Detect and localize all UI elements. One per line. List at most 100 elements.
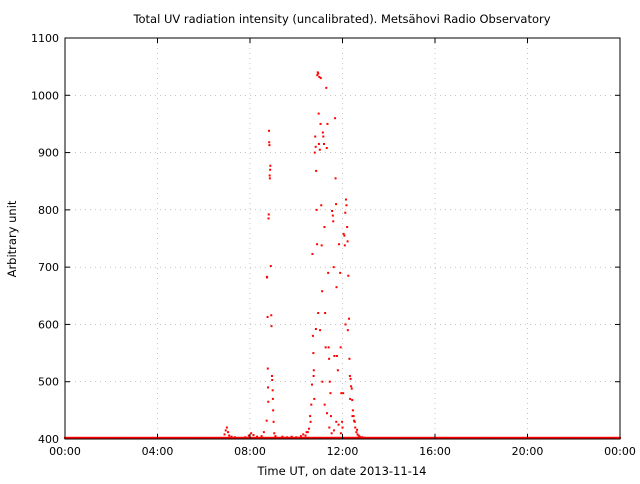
data-point	[603, 436, 606, 439]
data-point	[335, 436, 338, 439]
data-point	[591, 436, 594, 439]
data-point	[331, 214, 334, 217]
data-point	[592, 436, 595, 439]
data-point	[319, 122, 322, 125]
data-point	[556, 436, 559, 439]
data-point	[425, 436, 428, 439]
data-point	[292, 436, 295, 439]
data-point	[209, 436, 212, 439]
data-point	[205, 436, 208, 439]
data-point	[351, 409, 354, 412]
data-point	[356, 436, 359, 439]
data-point	[295, 436, 298, 439]
data-point	[151, 436, 154, 439]
data-point	[398, 436, 401, 439]
data-point	[170, 436, 173, 439]
data-point	[301, 436, 304, 439]
data-point	[127, 436, 130, 439]
data-point	[458, 436, 461, 439]
data-point	[228, 434, 231, 437]
data-point	[261, 436, 264, 439]
data-point	[267, 129, 270, 132]
data-point	[181, 436, 184, 439]
data-point	[328, 357, 331, 360]
data-point	[612, 436, 615, 439]
data-point	[325, 86, 328, 89]
data-point	[347, 436, 350, 439]
data-point	[312, 436, 315, 439]
data-point	[165, 436, 168, 439]
data-point	[251, 436, 254, 439]
data-point	[518, 436, 521, 439]
data-point	[371, 436, 374, 439]
data-point	[542, 436, 545, 439]
data-point	[354, 436, 357, 439]
data-point	[314, 145, 317, 148]
data-point	[333, 436, 336, 439]
data-point	[575, 436, 578, 439]
data-point	[351, 415, 354, 418]
data-point	[386, 436, 389, 439]
data-point	[307, 436, 310, 439]
data-point	[539, 436, 542, 439]
data-point	[250, 436, 253, 439]
data-point	[614, 436, 617, 439]
data-point	[223, 433, 226, 436]
data-point	[73, 436, 76, 439]
data-point	[114, 436, 117, 439]
data-point	[550, 436, 553, 439]
data-point	[191, 436, 194, 439]
data-point	[595, 436, 598, 439]
data-point	[486, 436, 489, 439]
data-point	[319, 436, 322, 439]
data-point	[407, 436, 410, 439]
data-point	[172, 436, 175, 439]
data-point	[586, 436, 589, 439]
data-point	[246, 436, 249, 439]
data-point	[431, 436, 434, 439]
data-point	[331, 436, 334, 439]
data-point	[607, 436, 610, 439]
y-tick-label: 1000	[31, 89, 59, 102]
data-point	[89, 436, 92, 439]
data-point	[220, 436, 223, 439]
data-point	[528, 436, 531, 439]
data-point	[179, 436, 182, 439]
data-point	[335, 203, 338, 206]
data-point	[490, 436, 493, 439]
data-point	[124, 436, 127, 439]
data-point	[216, 436, 219, 439]
data-point	[116, 436, 119, 439]
data-point	[162, 436, 165, 439]
data-point	[244, 436, 247, 439]
data-point	[354, 426, 357, 429]
data-point	[129, 436, 132, 439]
data-point	[176, 436, 179, 439]
data-point	[594, 436, 597, 439]
data-point	[401, 436, 404, 439]
y-tick-label: 600	[38, 318, 59, 331]
data-point	[147, 436, 150, 439]
data-point	[444, 436, 447, 439]
data-point	[126, 436, 129, 439]
data-point	[299, 436, 302, 439]
data-point	[164, 436, 167, 439]
data-point	[294, 436, 297, 439]
data-point	[274, 436, 277, 439]
data-point	[580, 436, 583, 439]
data-point	[606, 436, 609, 439]
data-point	[451, 436, 454, 439]
data-point	[142, 436, 145, 439]
data-point	[551, 436, 554, 439]
data-point	[279, 436, 282, 439]
data-point	[368, 436, 371, 439]
data-point	[331, 210, 334, 213]
data-point	[236, 436, 239, 439]
data-point	[281, 435, 284, 438]
data-point	[348, 436, 351, 439]
data-point	[561, 436, 564, 439]
data-point	[338, 436, 341, 439]
data-point	[150, 436, 153, 439]
data-point	[309, 415, 312, 418]
